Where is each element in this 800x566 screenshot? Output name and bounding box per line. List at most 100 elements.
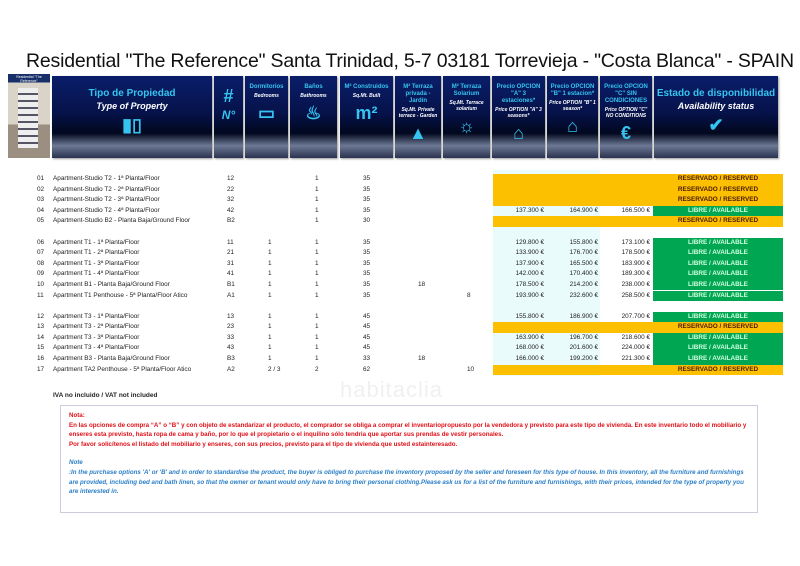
price-option-b: 214.200 € [569, 280, 598, 288]
property-type: Apartment T1 - 3ª Planta/Floor [53, 259, 140, 267]
property-type: Apartment T3 - 1ª Planta/Floor [53, 312, 140, 320]
bath-icon: ♨ [305, 103, 322, 123]
unit-number: A2 [227, 365, 235, 373]
bedrooms: 1 [268, 323, 272, 331]
reserved-band [493, 364, 783, 376]
header-label-en: Availability status [677, 101, 755, 111]
price-option-b: 232.600 € [569, 291, 598, 299]
bathrooms: 1 [315, 196, 319, 204]
price-option-b: 199.200 € [569, 355, 598, 362]
row-number: 12 [37, 312, 45, 320]
unit-number: 22 [227, 185, 235, 193]
sqm-built: 62 [363, 365, 371, 373]
status-badge: LIBRE / AVAILABLE [653, 279, 783, 291]
price-option-b: 176.700 € [569, 249, 598, 257]
unit-number: A1 [227, 291, 235, 299]
price-option-a: 163.900 € [515, 333, 544, 341]
price-option-c: 258.500 € [621, 291, 650, 299]
unit-number: 42 [227, 206, 235, 214]
status-badge: RESERVADO / RESERVED [677, 323, 759, 331]
header-label-en: Type of Property [96, 101, 168, 111]
price-option-a: 155.800 € [515, 312, 544, 320]
header-tile-1: # N° [214, 76, 243, 158]
header-tile-8: Precio OPCION "B" 1 estacion* Price OPTIO… [547, 76, 598, 158]
property-type: Apartment T3 - 2ª Planta/Floor [53, 323, 140, 331]
sqm-built: 35 [363, 270, 371, 278]
price-option-b: 186.900 € [569, 312, 598, 320]
header-label-es: M² Terraza Solarium [451, 84, 482, 97]
bathrooms: 1 [315, 238, 319, 246]
header-label-es: Estado de disponibilidad [656, 88, 776, 99]
row-number: 01 [37, 175, 45, 182]
sqm-built: 35 [363, 175, 371, 182]
table-row: 07 Apartment T1 - 2ª Planta/Floor 21 1 1 35 13… [0, 248, 800, 259]
note-en-text: :In the purchase options 'A' or 'B' and … [69, 468, 744, 496]
row-number: 14 [37, 333, 45, 341]
price-option-a: 137.900 € [515, 259, 544, 267]
table-row: 08 Apartment T1 - 3ª Planta/Floor 31 1 1 35 13… [0, 258, 800, 270]
header-tile-6: M² Terraza Solarium Sq.Mt. Terrace solari… [443, 76, 490, 158]
house-icon: ⌂ [567, 116, 578, 136]
status-badge: RESERVADO / RESERVED [677, 365, 759, 373]
row-number: 06 [37, 238, 45, 246]
sqm-built: 45 [363, 323, 371, 331]
table-row: 04 Apartment-Studio T2 - 4ª Planta/Floor 4… [0, 205, 800, 217]
sqm-built: 35 [363, 280, 371, 288]
sqm-built: 45 [363, 344, 371, 352]
price-option-b: 196.700 € [569, 333, 598, 341]
bathrooms: 1 [315, 291, 319, 299]
header-label-en: Price OPTION "C" NO CONDITIONS [604, 107, 648, 119]
table-row: 12 Apartment T3 - 1ª Planta/Floor 13 1 1 45 15… [0, 311, 800, 323]
header-tile-4: M² Construidos Sq.Mt. Built m² [340, 76, 393, 158]
bed-icon: ▭ [257, 103, 275, 123]
bedrooms: 1 [268, 291, 272, 299]
header-label-en: Bedrooms [254, 93, 279, 99]
note-es-line-1: En las opciones de compra “A” o “B” y co… [69, 421, 747, 439]
watermark: habitaclia [340, 377, 443, 402]
price-option-c: 207.700 € [621, 312, 650, 320]
status-badge: LIBRE / AVAILABLE [653, 205, 783, 217]
property-type: Apartment T3 - 4ª Planta/Floor [53, 344, 140, 352]
row-number: 15 [37, 344, 45, 352]
header-label-en: Bathrooms [300, 93, 327, 99]
price-option-c: 221.300 € [621, 355, 650, 362]
property-type: Apartment TA2 Penthouse - 5ª Planta/Floo… [53, 365, 192, 373]
status-badge: RESERVADO / RESERVED [677, 196, 759, 204]
property-type: Apartment T1 - 4ª Planta/Floor [53, 270, 140, 278]
property-type: Apartment T3 - 3ª Planta/Floor [53, 333, 140, 341]
price-option-b: 170.400 € [569, 270, 598, 278]
bedrooms: 1 [268, 238, 272, 246]
header-tile-7: Precio OPCION "A" 3 estaciones* Price OPT… [492, 76, 545, 158]
table-row: 06 Apartment T1 - 1ª Planta/Floor 11 1 1 35 12… [0, 237, 800, 249]
bedrooms: 2 / 3 [268, 365, 281, 373]
bathrooms: 2 [315, 365, 319, 373]
status-badge: LIBRE / AVAILABLE [653, 343, 783, 354]
row-number: 07 [37, 249, 45, 257]
unit-number: 32 [227, 196, 235, 204]
property-type: Apartment T1 - 2ª Planta/Floor [53, 249, 140, 257]
reserved-band [493, 195, 783, 206]
property-type: Apartment T1 Penthouse - 5ª Planta/Floor… [53, 291, 188, 299]
property-type: Apartment B1 - Planta Baja/Ground Floor [53, 280, 170, 288]
table-row: 09 Apartment T1 - 4ª Planta/Floor 41 1 1 35 14… [0, 269, 800, 280]
row-number: 16 [37, 355, 45, 362]
unit-number: B1 [227, 280, 235, 288]
header-tile-9: Precio OPCION "C" SIN CONDICIONES Price O… [600, 76, 652, 158]
sunbed-icon: ☼ [458, 116, 475, 136]
row-number: 05 [37, 217, 45, 225]
table-row: 03 Apartment-Studio T2 - 3ª Planta/Floor 3… [0, 195, 800, 206]
property-type: Apartment-Studio T2 - 2ª Planta/Floor [53, 185, 160, 193]
reserved-band [493, 184, 783, 196]
price-option-b: 165.500 € [569, 259, 598, 267]
status-badge: LIBRE / AVAILABLE [653, 354, 783, 365]
header-label-es: Tipo de Propiedad [88, 88, 176, 99]
reserved-band [493, 216, 783, 227]
price-option-a: 193.900 € [515, 291, 544, 299]
header-tile-2: Dormitorios Bedrooms ▭ [245, 76, 288, 158]
house-icon: ⌂ [513, 123, 524, 143]
logo-text: Residential "The Reference" [16, 75, 42, 83]
table-row: 02 Apartment-Studio T2 - 2ª Planta/Floor 2… [0, 184, 800, 196]
property-type: Apartment-Studio T2 - 3ª Planta/Floor [53, 196, 160, 204]
page-title: Residential "The Reference" Santa Trinid… [26, 50, 794, 72]
building-icon [18, 88, 38, 148]
